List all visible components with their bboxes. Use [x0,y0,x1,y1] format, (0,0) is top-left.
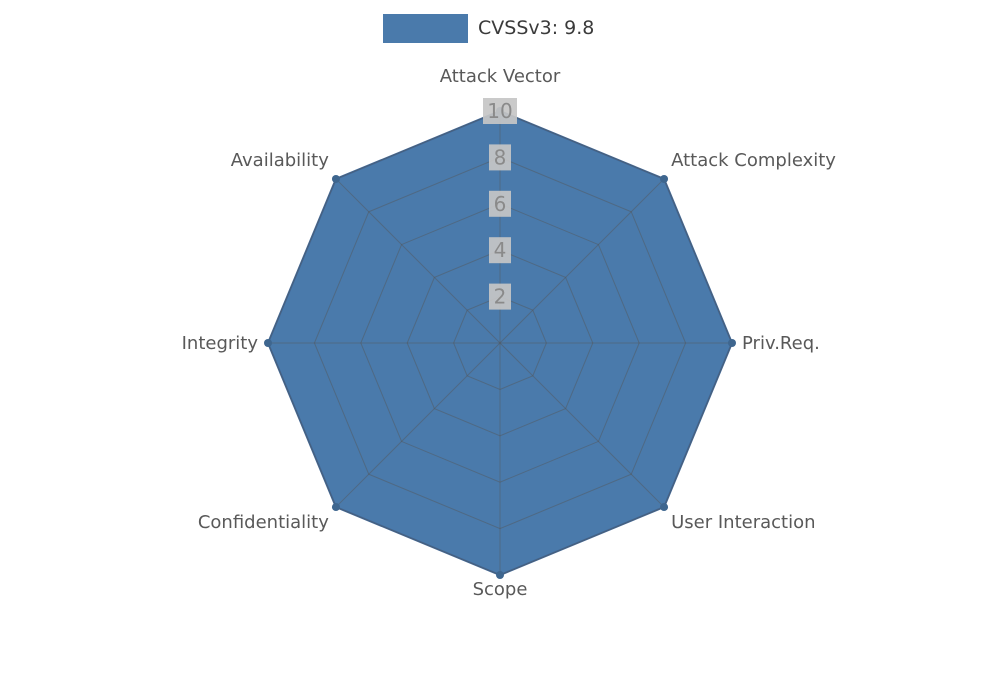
data-point [660,174,669,183]
axis-label: Confidentiality [198,512,329,533]
axis-label: Availability [231,150,329,171]
tick-label: 8 [494,145,507,169]
grid-ring [406,249,594,437]
data-point [660,503,669,512]
data-point [728,339,736,347]
tick-label: 4 [494,238,507,262]
tick-label: 6 [494,192,507,216]
axis-label: Attack Vector [440,66,561,87]
legend: CVSSv3: 9.8 [383,14,594,43]
axis-spoke [335,342,501,508]
tick-label: 2 [494,285,507,309]
axis-spoke [335,178,501,344]
axis-label: User Interaction [671,512,815,533]
axis-label: Attack Complexity [671,150,836,171]
axis-label: Scope [473,579,528,600]
tick-label-bg [489,144,511,171]
data-point [264,339,272,347]
tick-label-bg [489,190,511,217]
legend-label: CVSSv3: 9.8 [478,17,595,39]
grid-ring [453,296,547,390]
axis-label: Integrity [182,333,259,354]
data-point [496,571,504,579]
tick-label-bg [483,98,517,124]
axis-spoke [499,178,665,344]
data-point [331,503,340,512]
data-point [331,174,340,183]
axis-label: Priv.Req. [742,333,820,354]
axis-spoke [499,342,665,508]
tick-label-bg [489,237,511,264]
legend-swatch [383,14,468,43]
grid-ring [313,156,687,530]
tick-label-bg [489,283,511,310]
tick-label: 10 [487,99,512,123]
grid-ring [360,203,640,483]
